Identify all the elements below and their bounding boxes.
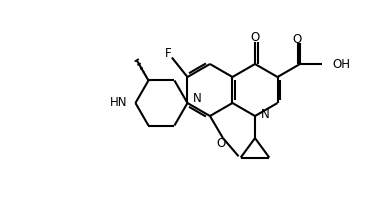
Text: OH: OH bbox=[332, 57, 350, 71]
Text: HN: HN bbox=[110, 97, 127, 109]
Text: O: O bbox=[250, 31, 260, 44]
Text: N: N bbox=[261, 108, 270, 120]
Text: O: O bbox=[216, 137, 226, 150]
Text: F: F bbox=[165, 47, 171, 60]
Text: O: O bbox=[292, 33, 302, 46]
Text: N: N bbox=[192, 93, 201, 105]
